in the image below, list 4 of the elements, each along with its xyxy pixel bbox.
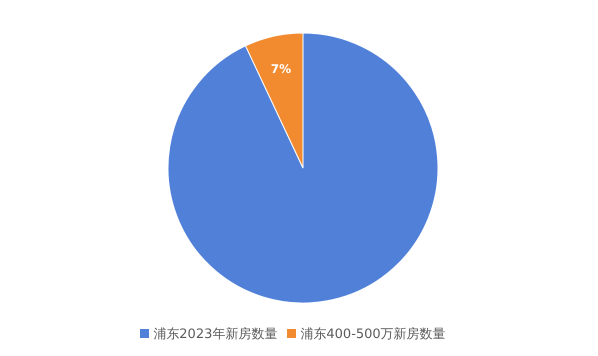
- legend-label: 浦东2023年新房数量: [153, 327, 278, 342]
- data-label: 7%: [270, 62, 292, 76]
- legend-label: 浦东400-500万新房数量: [300, 327, 446, 342]
- pie-slice: [168, 32, 438, 304]
